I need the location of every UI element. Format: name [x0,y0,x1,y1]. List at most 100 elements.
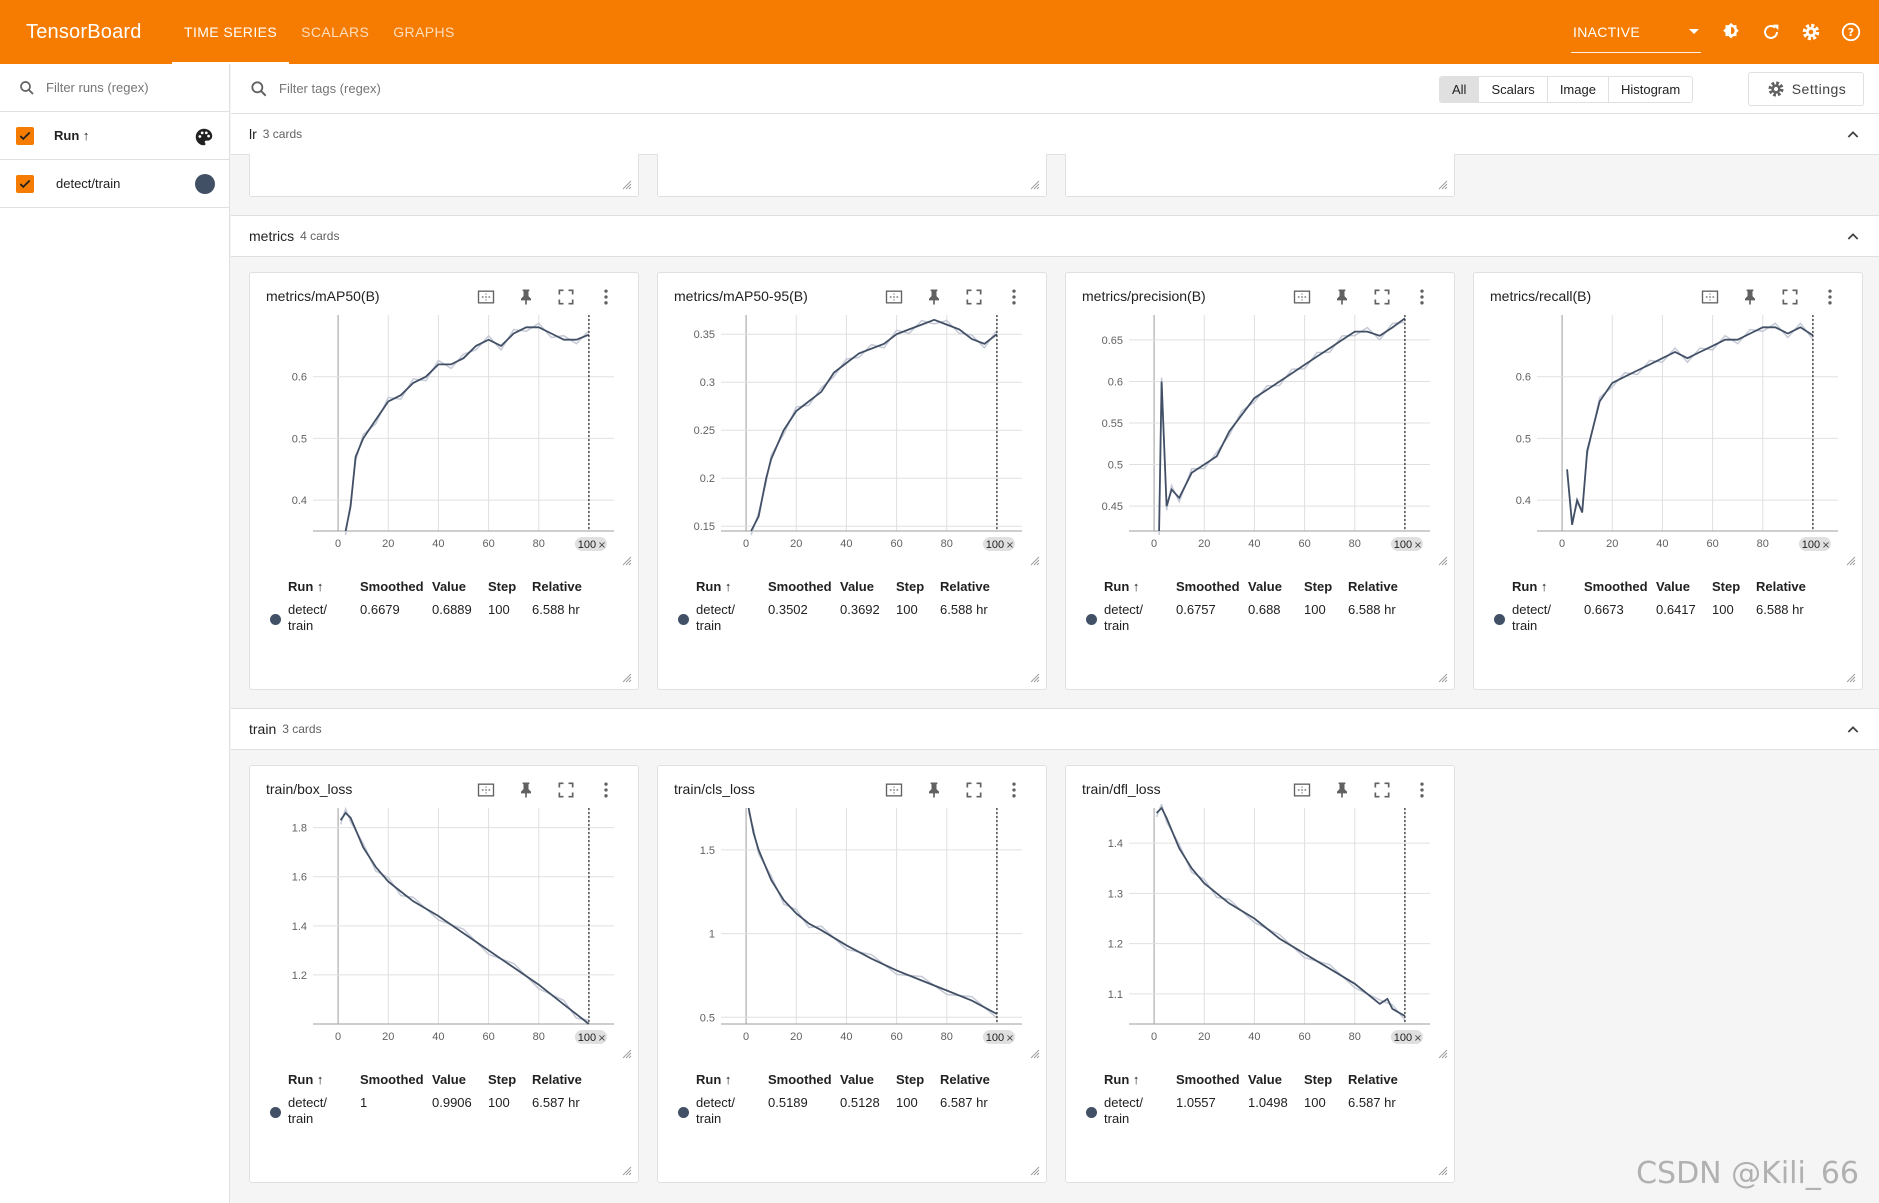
line-chart[interactable]: 0.4 0.5 0.6 0 20 40 60 80 100 × [258,311,632,561]
run-color-palette-button[interactable] [193,126,215,151]
pin-card-button[interactable] [914,778,954,802]
pin-card-button[interactable] [506,285,546,309]
legend-col-relative[interactable]: Relative [1348,578,1398,594]
resize-handle-icon[interactable] [1438,556,1448,566]
legend-col-value[interactable]: Value [1656,578,1690,594]
filter-histogram-button[interactable]: Histogram [1620,82,1681,97]
resize-handle-icon[interactable] [622,180,632,190]
resize-handle-icon[interactable] [1438,1166,1448,1176]
group-header-lr[interactable]: lr 3 cards [231,113,1879,155]
line-chart[interactable]: 0.15 0.2 0.25 0.3 0.35 0 20 40 60 80 100 × [666,311,1040,561]
resize-handle-icon[interactable] [1438,673,1448,683]
chevron-up-icon[interactable] [1845,127,1861,143]
legend-col-step[interactable]: Step [488,578,517,594]
legend-col-step[interactable]: Step [896,1071,925,1087]
resize-handle-icon[interactable] [1846,673,1856,683]
legend-col-value[interactable]: Value [432,578,466,594]
more-options-button[interactable] [1402,285,1442,309]
pin-card-button[interactable] [914,285,954,309]
legend-col-step[interactable]: Step [1304,578,1333,594]
fit-domain-button[interactable] [466,778,506,802]
line-chart[interactable]: 0.5 1 1.5 0 20 40 60 80 100 × [666,804,1040,1054]
resize-handle-icon[interactable] [1030,1049,1040,1059]
legend-col-step[interactable]: Step [488,1071,517,1087]
legend-col-smoothed[interactable]: Smoothed [1584,578,1648,594]
more-options-button[interactable] [994,285,1034,309]
legend-col-value[interactable]: Value [432,1071,466,1087]
more-options-button[interactable] [1810,285,1850,309]
legend-col-smoothed[interactable]: Smoothed [1176,1071,1240,1087]
pin-card-button[interactable] [1322,285,1362,309]
group-header-train[interactable]: train 3 cards [231,708,1879,750]
more-options-button[interactable] [586,778,626,802]
chevron-up-icon[interactable] [1845,229,1861,245]
pin-card-button[interactable] [1730,285,1770,309]
fit-domain-button[interactable] [874,778,914,802]
more-options-button[interactable] [1402,778,1442,802]
resize-handle-icon[interactable] [1030,673,1040,683]
fit-domain-button[interactable] [1690,285,1730,309]
fit-domain-button[interactable] [1282,285,1322,309]
fullscreen-button[interactable] [546,285,586,309]
fullscreen-button[interactable] [1362,285,1402,309]
legend-col-value[interactable]: Value [1248,578,1282,594]
line-chart[interactable]: 1.1 1.2 1.3 1.4 0 20 40 60 80 100 × [1074,804,1448,1054]
fit-domain-button[interactable] [1282,778,1322,802]
fullscreen-button[interactable] [1770,285,1810,309]
legend-col-smoothed[interactable]: Smoothed [1176,578,1240,594]
run-color-swatch[interactable] [195,174,215,194]
settings-button[interactable] [1791,12,1831,52]
resize-handle-icon[interactable] [622,1049,632,1059]
tab-graphs[interactable]: GRAPHS [393,24,455,40]
legend-col-relative[interactable]: Relative [940,1071,990,1087]
runs-filter-input[interactable] [46,80,206,95]
more-options-button[interactable] [586,285,626,309]
help-button[interactable]: ? [1831,12,1871,52]
legend-col-relative[interactable]: Relative [1348,1071,1398,1087]
legend-col-smoothed[interactable]: Smoothed [768,1071,832,1087]
line-chart[interactable]: 0.45 0.5 0.55 0.6 0.65 0 20 40 60 80 100 × [1074,311,1448,561]
pin-card-button[interactable] [506,778,546,802]
theme-toggle-button[interactable] [1711,12,1751,52]
resize-handle-icon[interactable] [1846,556,1856,566]
plugin-select[interactable]: INACTIVE [1571,11,1701,53]
legend-col-value[interactable]: Value [840,578,874,594]
legend-col-relative[interactable]: Relative [940,578,990,594]
resize-handle-icon[interactable] [622,1166,632,1176]
more-options-button[interactable] [994,778,1034,802]
resize-handle-icon[interactable] [1030,1166,1040,1176]
legend-col-step[interactable]: Step [1712,578,1741,594]
fullscreen-button[interactable] [546,778,586,802]
fullscreen-button[interactable] [954,285,994,309]
legend-col-step[interactable]: Step [1304,1071,1333,1087]
resize-handle-icon[interactable] [1438,1049,1448,1059]
legend-col-run[interactable]: Run ↑ [1104,1071,1140,1087]
legend-col-relative[interactable]: Relative [532,1071,582,1087]
group-header-metrics[interactable]: metrics 4 cards [231,215,1879,257]
line-chart[interactable]: 0.4 0.5 0.6 0 20 40 60 80 100 × [1482,311,1856,561]
legend-col-value[interactable]: Value [840,1071,874,1087]
tab-scalars[interactable]: SCALARS [301,24,370,40]
filter-image-button[interactable]: Image [1548,77,1609,102]
legend-col-run[interactable]: Run ↑ [696,578,732,594]
resize-handle-icon[interactable] [622,556,632,566]
resize-handle-icon[interactable] [1438,180,1448,190]
resize-handle-icon[interactable] [1030,556,1040,566]
resize-handle-icon[interactable] [622,673,632,683]
tags-filter-input[interactable] [279,81,679,96]
pin-card-button[interactable] [1322,778,1362,802]
legend-col-relative[interactable]: Relative [532,578,582,594]
chevron-up-icon[interactable] [1845,722,1861,738]
legend-col-smoothed[interactable]: Smoothed [360,1071,424,1087]
select-all-runs-checkbox[interactable] [16,126,34,145]
tab-time-series[interactable]: TIME SERIES [172,0,290,64]
legend-col-run[interactable]: Run ↑ [696,1071,732,1087]
dashboard-settings-button[interactable]: Settings [1748,72,1864,106]
legend-col-smoothed[interactable]: Smoothed [768,578,832,594]
legend-col-run[interactable]: Run ↑ [288,578,324,594]
fit-domain-button[interactable] [874,285,914,309]
reload-button[interactable] [1751,12,1791,52]
resize-handle-icon[interactable] [1030,180,1040,190]
fit-domain-button[interactable] [466,285,506,309]
fullscreen-button[interactable] [1362,778,1402,802]
